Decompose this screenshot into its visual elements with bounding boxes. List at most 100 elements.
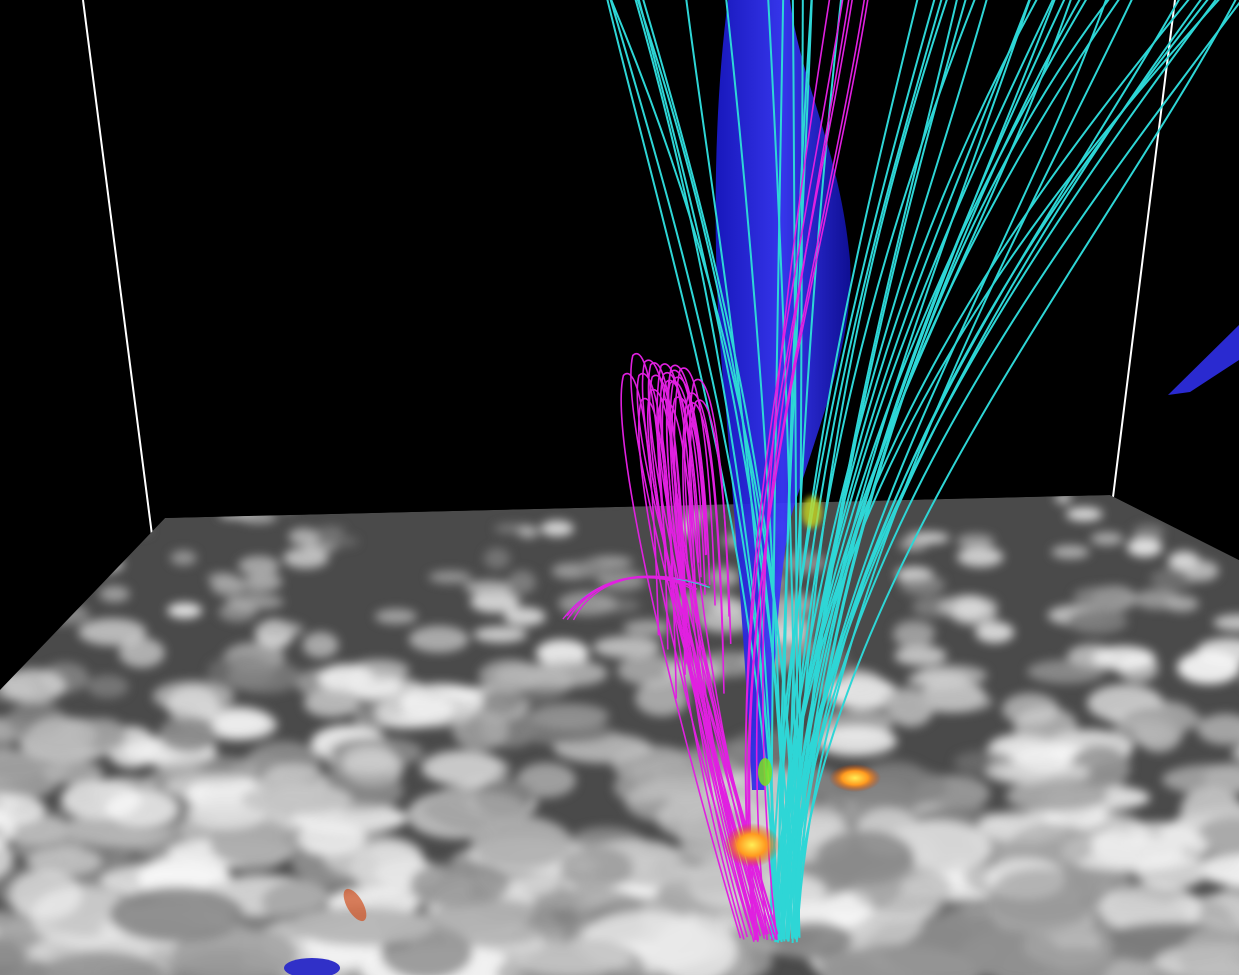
- granule: [1207, 880, 1239, 937]
- cyan-line: [787, 0, 1180, 942]
- granule: [240, 783, 353, 816]
- cyan-line: [780, 0, 1031, 943]
- cyan-line: [775, 0, 919, 936]
- granule: [1197, 713, 1239, 745]
- granule: [635, 680, 689, 717]
- granule: [526, 721, 617, 745]
- granule: [291, 906, 434, 946]
- granule: [1183, 560, 1219, 582]
- magenta-line: [747, 0, 869, 941]
- blue-blob: [284, 958, 340, 975]
- granule: [838, 669, 884, 699]
- granule: [909, 691, 993, 713]
- cyan-line: [637, 0, 793, 939]
- granule: [1127, 537, 1163, 557]
- granule: [105, 790, 177, 828]
- granule: [1133, 589, 1182, 610]
- granule: [356, 677, 425, 698]
- magenta-tangle: [566, 575, 693, 621]
- granule: [653, 916, 738, 975]
- granule: [0, 792, 47, 827]
- granule: [375, 694, 454, 729]
- granule: [623, 619, 672, 636]
- granule: [1005, 782, 1109, 812]
- magenta-line: [748, 0, 866, 941]
- granule: [322, 833, 424, 879]
- granule: [1099, 883, 1202, 933]
- field-lines: [562, 0, 1239, 944]
- granule: [1069, 745, 1131, 790]
- hotspot: [829, 764, 881, 792]
- magenta-loop: [656, 363, 745, 940]
- granule: [508, 570, 537, 595]
- granule: [529, 703, 609, 729]
- granule: [1073, 586, 1128, 606]
- granule: [511, 940, 632, 975]
- granule: [907, 670, 970, 689]
- granule: [27, 716, 96, 754]
- granule: [166, 686, 220, 723]
- hotspot: [343, 888, 367, 922]
- granule: [212, 710, 278, 740]
- cyan-line: [785, 0, 1031, 940]
- granule: [1091, 822, 1209, 871]
- granule: [9, 870, 82, 920]
- granule: [985, 760, 1091, 786]
- granule: [316, 526, 346, 537]
- cyan-line: [685, 0, 777, 936]
- magenta-loop: [659, 372, 766, 939]
- cyan-line: [782, 0, 976, 940]
- granule: [118, 637, 165, 668]
- granule: [463, 580, 514, 595]
- granule: [419, 790, 527, 828]
- cyan-line: [636, 0, 789, 941]
- cyan-line: [777, 0, 813, 939]
- granule: [340, 743, 397, 776]
- magenta-loop: [657, 398, 779, 935]
- granule: [42, 760, 104, 785]
- cyan-line: [792, 0, 1066, 938]
- granule: [898, 537, 928, 552]
- cyan-line: [787, 1, 1239, 942]
- floor: [0, 495, 1239, 975]
- magenta-loop: [661, 379, 755, 943]
- granule: [170, 550, 197, 566]
- granule: [593, 636, 661, 658]
- granule: [167, 602, 203, 619]
- granule: [428, 753, 511, 786]
- granule: [158, 716, 220, 753]
- granule: [950, 602, 998, 626]
- granule: [109, 886, 245, 943]
- granule: [99, 585, 130, 603]
- granule: [1023, 922, 1113, 968]
- granule: [471, 817, 573, 869]
- granule: [773, 921, 853, 959]
- box-edge: [1112, 0, 1176, 498]
- hotspot: [802, 496, 822, 528]
- side-plume: [1168, 325, 1239, 395]
- granule: [957, 546, 1004, 568]
- granule: [473, 626, 528, 643]
- cyan-line: [771, 0, 1190, 940]
- granule: [894, 645, 947, 666]
- cyan-line: [769, 0, 936, 939]
- granule: [374, 608, 418, 625]
- granule: [33, 951, 170, 975]
- granule: [87, 674, 129, 699]
- granule: [255, 621, 304, 637]
- granule: [882, 686, 927, 721]
- granule: [1054, 495, 1072, 505]
- granule: [503, 607, 546, 626]
- granule: [815, 830, 915, 885]
- granule: [226, 594, 284, 610]
- granule: [1013, 706, 1078, 746]
- granule: [975, 621, 1015, 643]
- granule: [283, 547, 329, 569]
- granule: [158, 755, 258, 785]
- granule: [1090, 532, 1124, 546]
- granule: [408, 625, 469, 653]
- granule: [573, 559, 610, 579]
- magenta-loop: [620, 372, 742, 939]
- granule: [1179, 925, 1239, 975]
